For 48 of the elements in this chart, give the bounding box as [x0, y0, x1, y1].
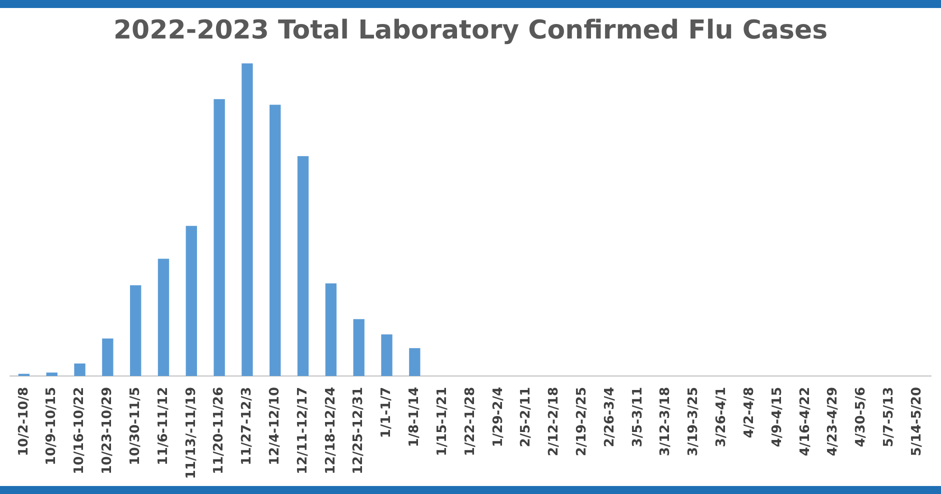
x-tick-label: 2/26-3/4: [602, 386, 618, 448]
x-tick-label: 11/27-12/3: [240, 386, 255, 466]
x-tick-label: 4/2-4/8: [742, 386, 757, 438]
bar: [353, 319, 364, 376]
x-tick-label: 2/12-2/18: [546, 386, 562, 456]
x-tick-label: 4/16-4/22: [798, 386, 813, 456]
x-tick-label: 11/13/-11/19: [184, 386, 199, 480]
x-tick-label: 3/5-3/11: [630, 386, 646, 448]
x-tick-label: 1/8-1/14: [407, 386, 422, 448]
x-tick-label: 10/9-10/15: [44, 386, 60, 466]
x-tick-label: 3/12-3/18: [658, 386, 674, 456]
chart-title: 2022-2023 Total Laboratory Confirmed Flu Cases: [113, 15, 828, 46]
x-tick-label: 12/18-12/24: [323, 386, 338, 474]
x-tick-label: 4/30-5/6: [854, 386, 869, 448]
x-tick-label: 12/25-12/31: [351, 386, 366, 474]
bar: [325, 283, 337, 376]
x-tick-label: 1/29-2/4: [490, 386, 506, 448]
x-tick-label: 11/6-11/12: [156, 386, 171, 466]
x-tick-label: 5/14-5/20: [909, 386, 924, 456]
x-tick-label: 4/9-4/15: [770, 386, 785, 448]
x-tick-label: 11/20-11/26: [212, 386, 227, 474]
x-tick-label: 10/23-10/29: [100, 386, 116, 474]
x-tick-label: 5/7-5/13: [882, 386, 897, 448]
x-tick-label: 4/23-4/29: [826, 386, 841, 456]
bar: [270, 104, 281, 376]
x-tick-label: 10/16-10/22: [72, 386, 88, 474]
bar: [381, 334, 392, 376]
x-tick-label: 2/5-2/11: [518, 386, 534, 448]
x-tick-label: 1/1-1/7: [379, 386, 394, 438]
bar: [409, 348, 420, 376]
x-tick-label: 1/15-1/21: [434, 386, 450, 456]
x-tick-label: 1/22-1/28: [462, 386, 478, 456]
bar: [186, 226, 197, 376]
x-tick-label: 2/19-2/25: [574, 386, 590, 456]
bar: [214, 99, 225, 376]
bar: [158, 258, 170, 376]
x-tick-label: 10/30-11/5: [128, 386, 143, 466]
x-tick-label: 3/26-4/1: [714, 386, 730, 448]
bar: [130, 285, 142, 376]
x-tick-label: 12/4-12/10: [268, 386, 283, 466]
bar: [102, 338, 114, 376]
bar: [46, 372, 58, 376]
bar: [74, 363, 86, 376]
bar: [297, 156, 309, 376]
x-tick-label: 3/19-3/25: [686, 386, 702, 456]
x-tick-label: 12/11-12/17: [295, 386, 310, 474]
bar: [242, 63, 253, 376]
x-tick-label: 10/2-10/8: [16, 386, 32, 456]
